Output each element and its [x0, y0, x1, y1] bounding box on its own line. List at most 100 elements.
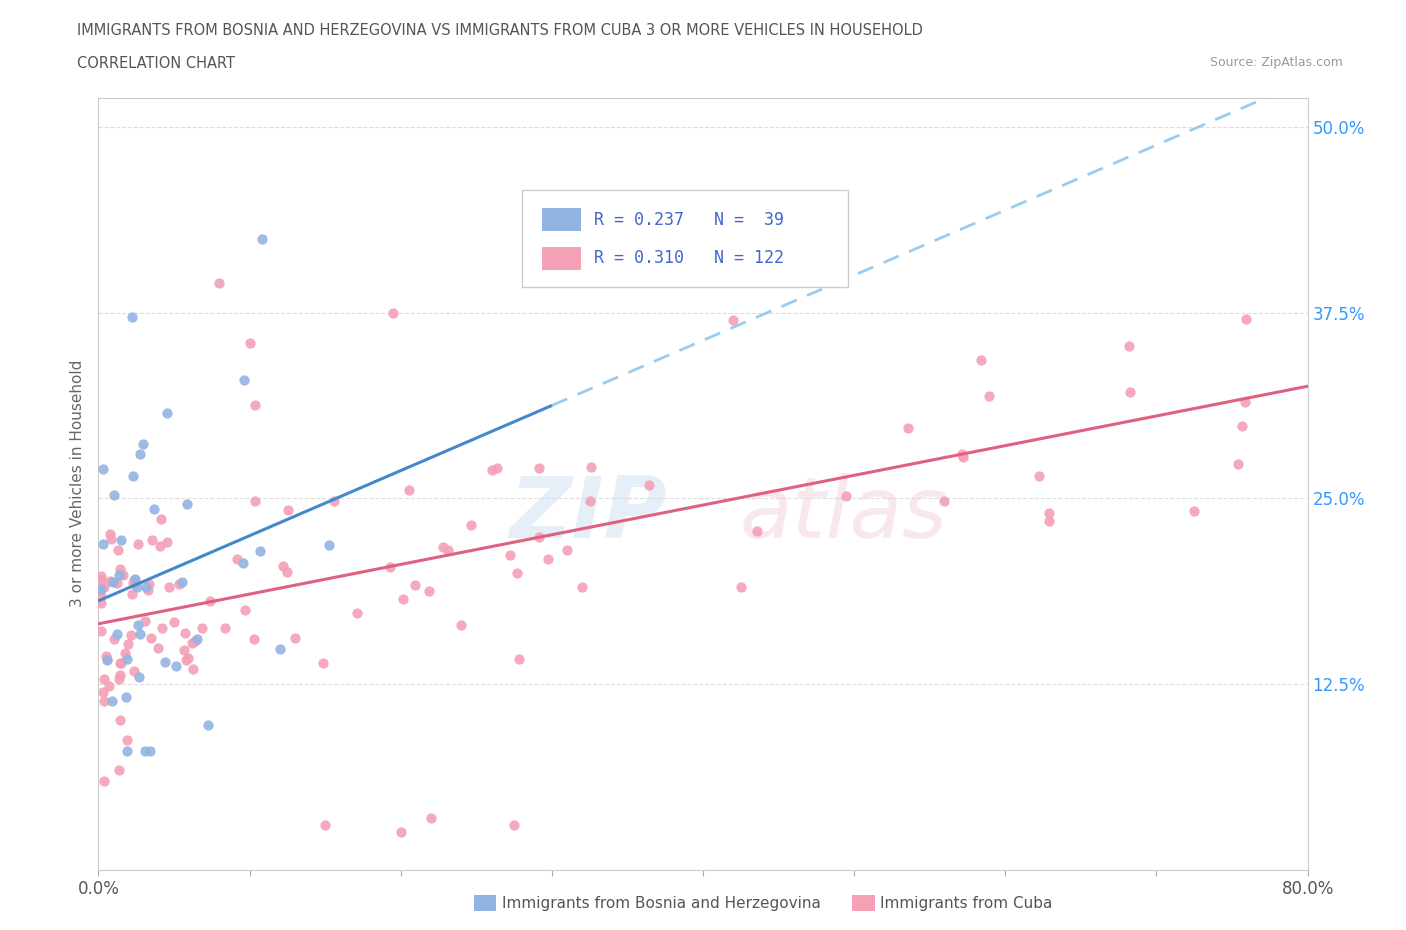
Point — [529, 272, 551, 286]
Point — [93, 774, 115, 789]
Point — [108, 656, 131, 671]
Point — [1182, 503, 1205, 518]
Point — [108, 562, 131, 577]
Point — [155, 655, 177, 670]
Point — [90, 582, 112, 597]
Point — [277, 502, 299, 517]
Point — [581, 460, 603, 475]
Point — [150, 621, 173, 636]
Point — [128, 670, 150, 684]
Point — [1028, 469, 1050, 484]
Point — [138, 577, 160, 591]
Point — [181, 636, 204, 651]
Point — [232, 556, 254, 571]
Point — [508, 652, 530, 667]
Point — [1119, 385, 1142, 400]
Point — [460, 517, 482, 532]
Point — [117, 743, 139, 758]
Point — [132, 436, 155, 451]
Point — [239, 335, 262, 350]
Point — [142, 502, 165, 517]
Text: Immigrants from Bosnia and Herzegovina: Immigrants from Bosnia and Herzegovina — [502, 896, 821, 910]
Point — [420, 810, 443, 825]
Point — [897, 420, 920, 435]
Point — [105, 627, 128, 642]
Point — [91, 461, 114, 476]
Point — [150, 512, 173, 526]
Point — [103, 487, 125, 502]
Point — [90, 596, 112, 611]
Point — [1232, 418, 1254, 433]
Point — [139, 743, 162, 758]
Point — [91, 684, 114, 699]
Point — [578, 494, 600, 509]
Point — [952, 449, 974, 464]
Point — [110, 656, 132, 671]
Point — [93, 671, 115, 686]
Point — [249, 544, 271, 559]
Point — [977, 389, 1000, 404]
Point — [148, 641, 170, 656]
Point — [1118, 339, 1140, 353]
Point — [1038, 505, 1060, 520]
Point — [571, 579, 593, 594]
Point — [485, 461, 508, 476]
Point — [125, 579, 148, 594]
Point — [243, 494, 266, 509]
Point — [481, 463, 503, 478]
Point — [346, 605, 368, 620]
Point — [124, 571, 146, 586]
Point — [129, 446, 152, 461]
Point — [276, 565, 298, 579]
Point — [835, 488, 858, 503]
Point — [181, 661, 204, 676]
Point — [638, 478, 661, 493]
Point — [499, 548, 522, 563]
Point — [105, 576, 128, 591]
Point — [115, 651, 138, 666]
Point — [167, 577, 190, 591]
Point — [526, 269, 548, 284]
Point — [437, 542, 460, 557]
Point — [90, 568, 112, 583]
Point — [970, 352, 993, 367]
Point — [177, 651, 200, 666]
Point — [405, 578, 427, 592]
Text: Immigrants from Cuba: Immigrants from Cuba — [880, 896, 1053, 910]
Point — [107, 671, 129, 686]
Point — [1234, 312, 1257, 326]
Point — [243, 631, 266, 646]
Point — [120, 628, 142, 643]
Point — [157, 579, 180, 594]
Point — [503, 817, 526, 832]
Point — [527, 530, 550, 545]
Point — [176, 497, 198, 512]
Point — [134, 614, 156, 629]
Point — [122, 469, 145, 484]
Point — [398, 483, 420, 498]
Point — [98, 574, 121, 589]
Point — [318, 538, 340, 552]
Point — [232, 373, 254, 388]
Point — [100, 532, 122, 547]
Point — [117, 732, 139, 747]
Point — [450, 618, 472, 633]
Point — [174, 652, 197, 667]
Point — [121, 310, 143, 325]
Point — [101, 694, 124, 709]
Point — [101, 574, 124, 589]
Point — [1227, 457, 1250, 472]
Point — [122, 664, 145, 679]
Point — [382, 305, 405, 320]
Text: Source: ZipAtlas.com: Source: ZipAtlas.com — [1209, 56, 1343, 69]
Point — [225, 551, 247, 566]
Point — [90, 623, 112, 638]
Point — [392, 591, 415, 606]
Point — [173, 643, 195, 658]
Point — [107, 543, 129, 558]
Point — [950, 446, 973, 461]
Point — [108, 712, 131, 727]
Point — [536, 551, 558, 566]
Point — [136, 583, 159, 598]
Point — [186, 631, 208, 646]
